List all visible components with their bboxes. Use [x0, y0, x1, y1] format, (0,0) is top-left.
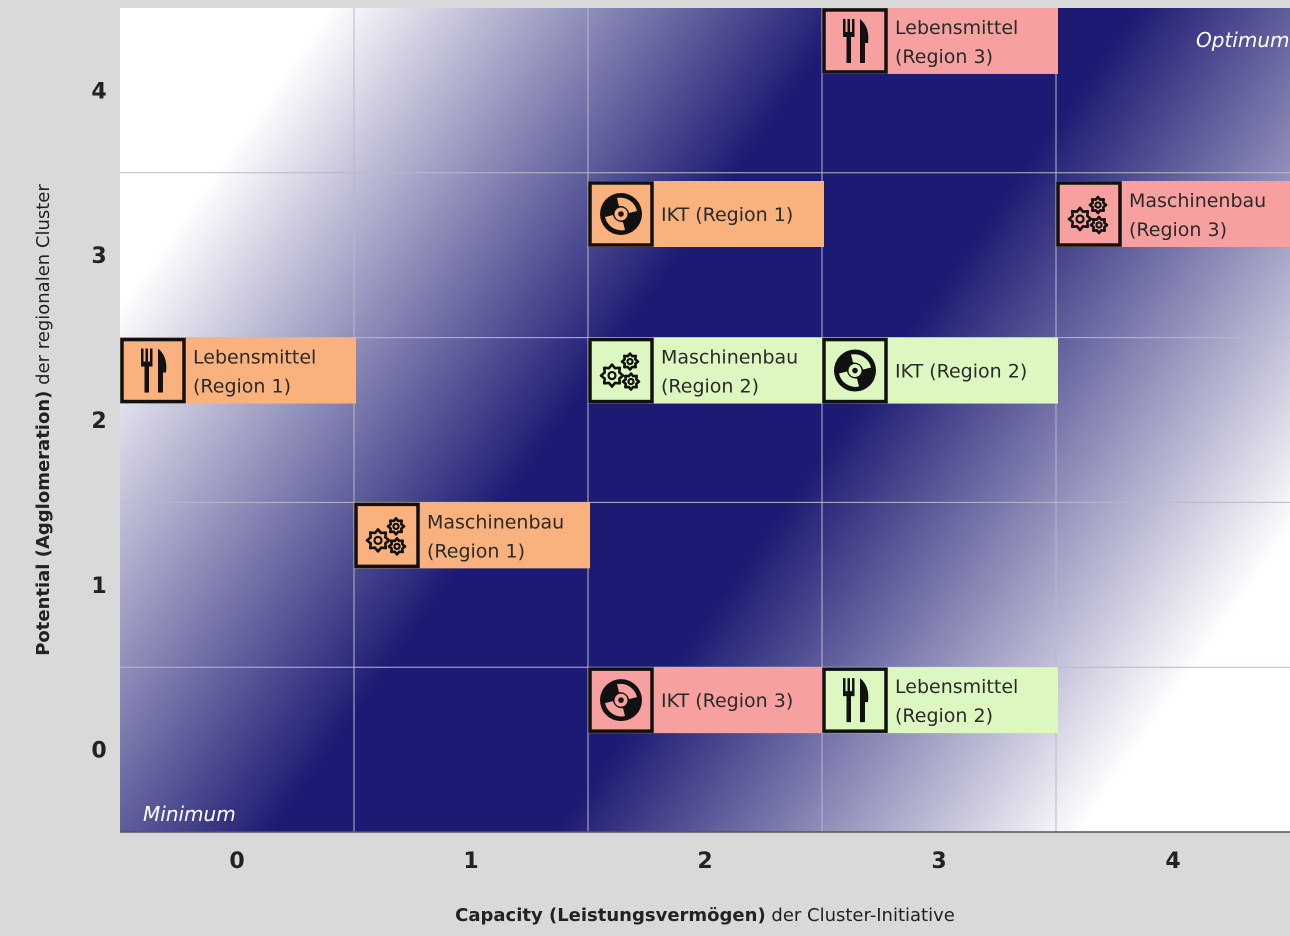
x-tick-label: 3 — [931, 849, 946, 874]
y-tick-label: 0 — [91, 739, 106, 764]
cluster-item: IKT (Region 1) — [588, 181, 824, 247]
disc-icon — [588, 667, 654, 733]
item-label-line2: (Region 1) — [427, 540, 525, 562]
y-tick-label: 2 — [91, 409, 106, 434]
item-label-line2: (Region 3) — [1129, 219, 1227, 241]
y-tick-label: 1 — [91, 574, 106, 599]
cluster-item: Lebensmittel (Region 2) — [822, 667, 1058, 734]
item-label-line2: (Region 3) — [895, 46, 993, 68]
y-axis-title-bold: Potential (Agglomeration) — [33, 391, 54, 656]
disc-icon — [588, 181, 654, 247]
gears-icon — [354, 502, 420, 569]
cluster-item: IKT (Region 2) — [822, 337, 1058, 404]
item-label-line2: (Region 2) — [661, 376, 759, 398]
x-tick-label: 1 — [463, 849, 478, 874]
item-label-line1: Maschinenbau — [427, 511, 564, 533]
cluster-items: Lebensmittel (Region 3) IKT (Region 1) Masc… — [120, 8, 1290, 734]
y-tick-label: 4 — [91, 79, 106, 104]
y-axis-title-rest: der regionalen Cluster — [33, 184, 54, 391]
cluster-item: Maschinenbau (Region 1) — [354, 502, 590, 569]
cluster-item: Lebensmittel (Region 1) — [120, 337, 356, 404]
cluster-item: Maschinenbau (Region 3) — [1056, 181, 1290, 247]
item-label-line1: Maschinenbau — [661, 347, 798, 369]
x-tick-label: 0 — [229, 849, 244, 874]
item-label-line1: Lebensmittel — [193, 347, 316, 369]
cluster-item: Lebensmittel (Region 3) — [822, 8, 1058, 74]
item-label-line1: Lebensmittel — [895, 17, 1018, 39]
grid-lines — [120, 8, 1290, 832]
gears-icon — [1056, 181, 1122, 247]
x-axis-title-bold: Capacity (Leistungsvermögen) — [455, 905, 766, 926]
x-tick-labels: 0 1 2 3 4 — [229, 849, 1180, 874]
corner-label-max: Optimum — [1196, 28, 1289, 52]
fork-knife-icon — [822, 8, 888, 74]
item-label-line1: Maschinenbau — [1129, 190, 1266, 212]
x-axis-title: Capacity (Leistungsvermögen) der Cluster… — [455, 905, 955, 926]
y-tick-label: 3 — [91, 244, 106, 269]
fork-knife-icon — [822, 667, 888, 733]
corner-label-min: Minimum — [143, 802, 236, 826]
y-tick-labels: 0 1 2 3 4 — [91, 79, 106, 763]
x-tick-label: 4 — [1165, 849, 1180, 874]
gears-icon — [588, 337, 654, 404]
cluster-item: IKT (Region 3) — [588, 667, 824, 734]
cluster-item: Maschinenbau (Region 2) — [588, 337, 824, 404]
item-label-line1: Lebensmittel — [895, 676, 1018, 698]
item-label-line1: IKT (Region 1) — [661, 204, 793, 226]
x-tick-label: 2 — [697, 849, 712, 874]
y-axis-title: Potential (Agglomeration) der regionalen… — [33, 184, 54, 656]
item-label-line2: (Region 2) — [895, 705, 993, 727]
item-label-line1: IKT (Region 3) — [661, 690, 793, 712]
x-axis-title-rest: der Cluster-Initiative — [766, 905, 955, 926]
item-label-line2: (Region 1) — [193, 376, 291, 398]
item-label-line1: IKT (Region 2) — [895, 361, 1027, 383]
disc-icon — [822, 337, 888, 404]
fork-knife-icon — [120, 337, 186, 404]
